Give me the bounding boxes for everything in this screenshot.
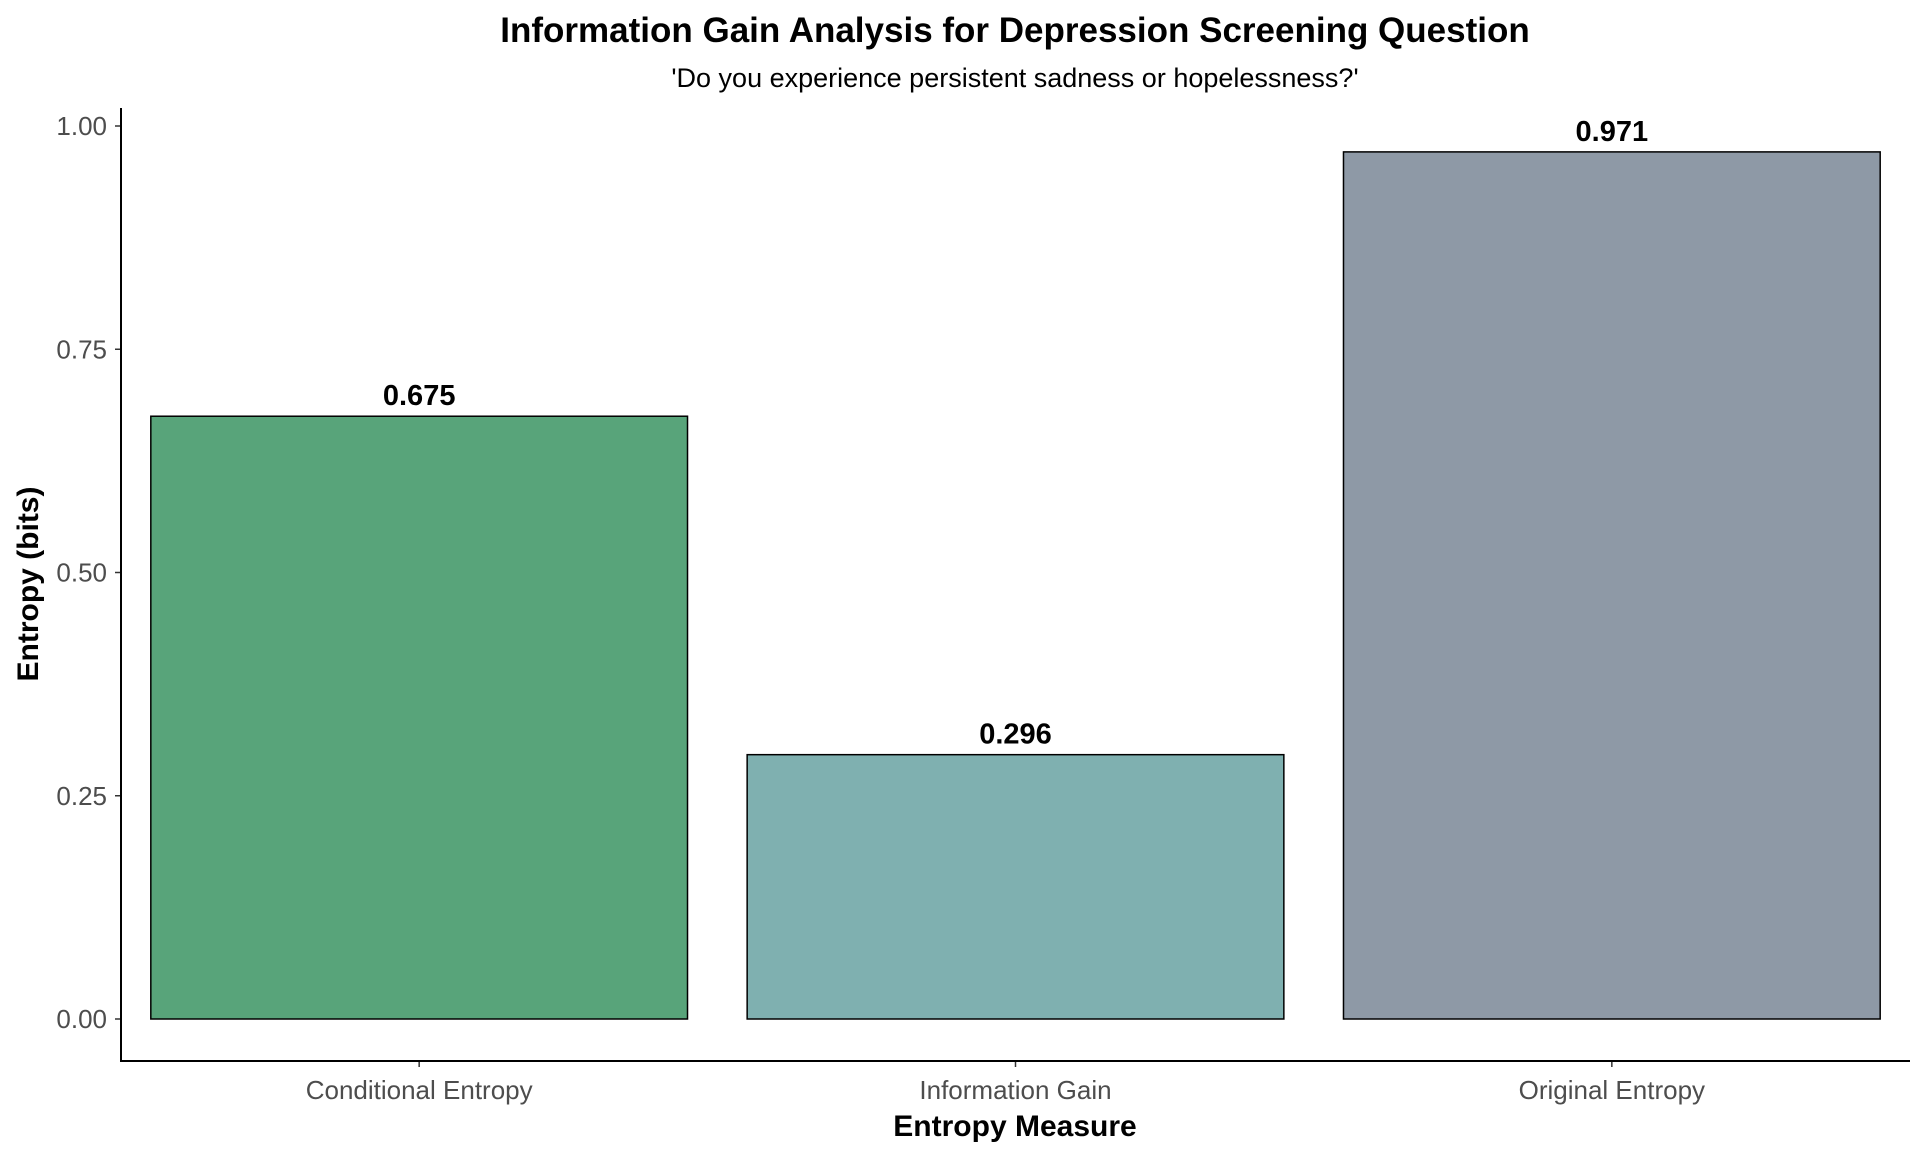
x-tick-label: Information Gain (919, 1075, 1111, 1105)
y-axis: 0.00 0.25 0.50 0.75 1.00 (56, 111, 121, 1034)
bar-conditional-entropy (150, 415, 689, 1020)
y-tick-label: 1.00 (56, 111, 107, 141)
chart-title: Information Gain Analysis for Depression… (500, 11, 1529, 50)
bar-value-label: 0.296 (979, 719, 1052, 751)
y-tick-label: 0.50 (56, 558, 107, 588)
bar-value-label: 0.971 (1576, 116, 1649, 148)
y-tick-label: 0.75 (56, 334, 107, 364)
x-tick-label: Conditional Entropy (306, 1075, 533, 1105)
x-axis-title: Entropy Measure (893, 1110, 1136, 1143)
bar-original-entropy (1342, 151, 1881, 1020)
bar-information-gain (746, 753, 1285, 1020)
y-tick-label: 0.25 (56, 781, 107, 811)
x-tick-label: Original Entropy (1519, 1075, 1705, 1105)
y-tick-label: 0.00 (56, 1004, 107, 1034)
chart-subtitle: 'Do you experience persistent sadness or… (671, 63, 1358, 93)
y-axis-title: Entropy (bits) (12, 487, 45, 682)
bars: 0.675 0.296 0.971 (150, 116, 1881, 1020)
bar-value-label: 0.675 (383, 380, 456, 412)
x-axis: Conditional Entropy Information Gain Origi… (306, 1061, 1705, 1105)
